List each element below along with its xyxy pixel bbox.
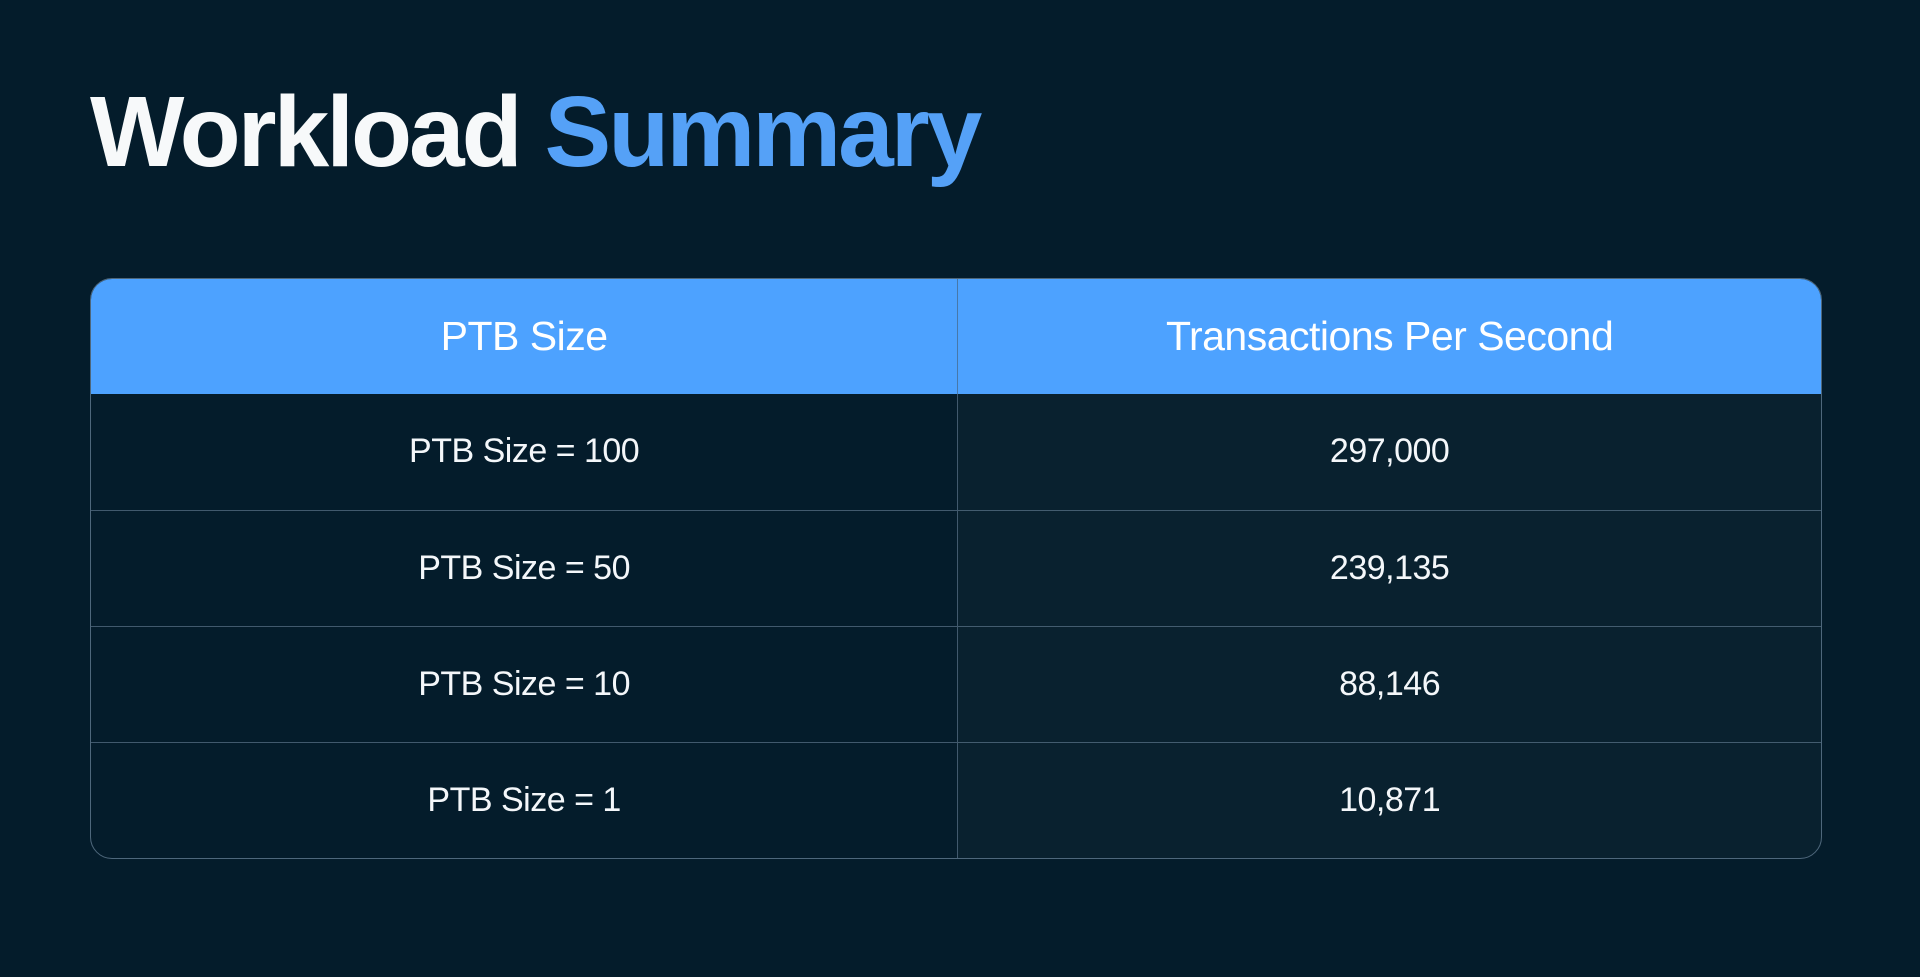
row-value-cell: 88,146 xyxy=(957,625,1821,742)
workload-summary-table: PTB Size Transactions Per Second PTB Siz… xyxy=(90,278,1822,859)
table-row: PTB Size = 50 239,135 xyxy=(91,509,1821,626)
table-row: PTB Size = 1 10,871 xyxy=(91,741,1821,858)
column-header-ptb-size: PTB Size xyxy=(91,279,959,394)
column-header-transactions-per-second: Transactions Per Second xyxy=(957,279,1821,394)
table-row: PTB Size = 100 297,000 xyxy=(91,394,1821,510)
row-value-cell: 10,871 xyxy=(957,741,1821,858)
page-title: Workload Summary xyxy=(90,75,983,190)
row-label-cell: PTB Size = 100 xyxy=(91,394,959,510)
row-label-cell: PTB Size = 10 xyxy=(91,625,959,742)
row-value-cell: 297,000 xyxy=(958,394,1821,510)
table-row: PTB Size = 10 88,146 xyxy=(91,625,1821,742)
row-label-cell: PTB Size = 50 xyxy=(91,509,959,626)
workload-table: PTB Size Transactions Per Second PTB Siz… xyxy=(91,279,1821,858)
page-title-accent: Summary xyxy=(544,76,983,188)
page-title-primary: Workload xyxy=(90,76,545,188)
table-header-row: PTB Size Transactions Per Second xyxy=(91,279,1821,394)
row-value-cell: 239,135 xyxy=(957,509,1821,626)
row-label-cell: PTB Size = 1 xyxy=(91,741,959,858)
